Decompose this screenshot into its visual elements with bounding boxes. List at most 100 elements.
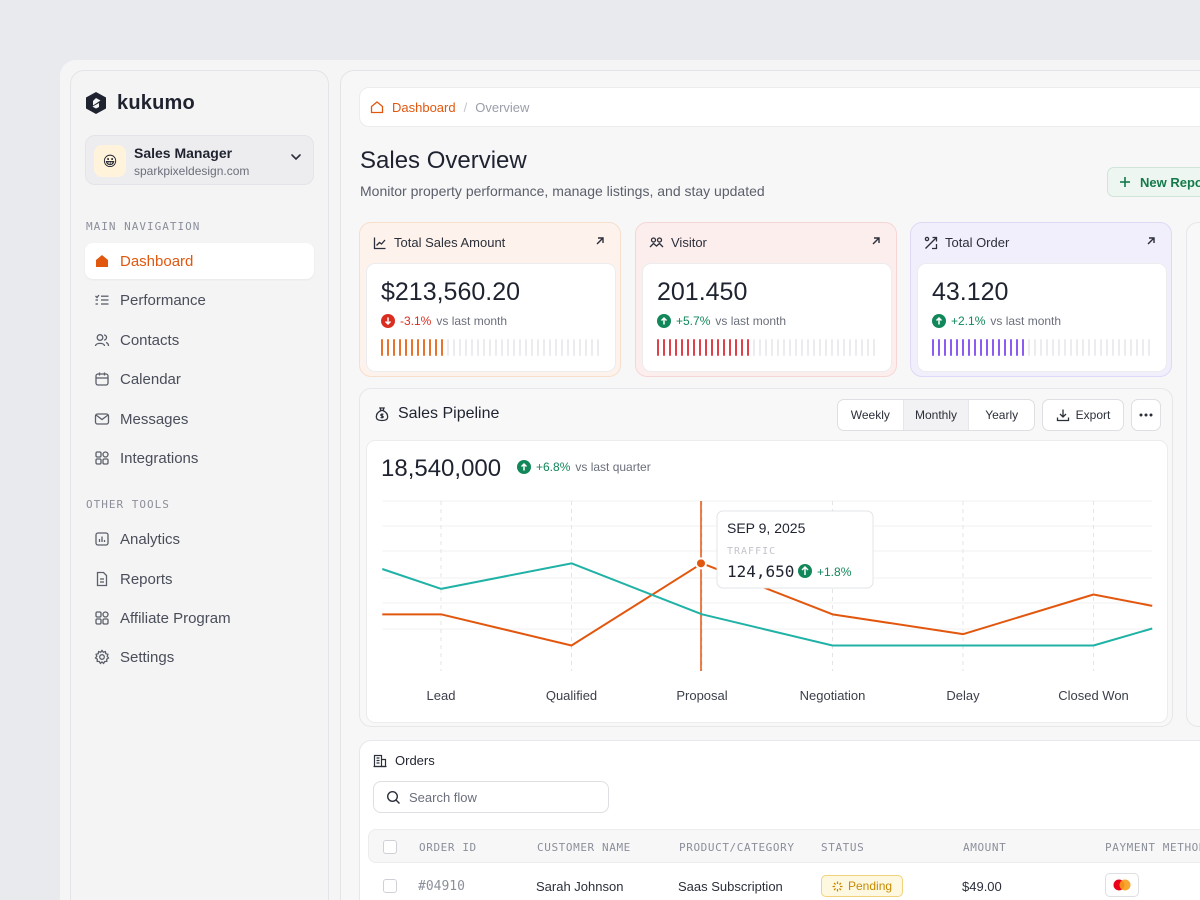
period-monthly-button[interactable]: Monthly [903, 400, 970, 430]
sidebar-item-label: Settings [120, 648, 175, 666]
progress-tick [591, 339, 593, 356]
progress-tick [1124, 339, 1126, 356]
pipeline-line-chart[interactable]: Lead Qualified Proposal Negotiation Delay Clo… [367, 441, 1169, 724]
main-navigation-label: MAIN NAVIGATION [86, 220, 201, 233]
column-header[interactable]: PRODUCT/CATEGORY [679, 841, 795, 854]
progress-tick [1016, 339, 1018, 356]
progress-tick [447, 339, 449, 356]
progress-tick [525, 339, 527, 356]
arrow-glyph [801, 565, 809, 575]
progress-tick [507, 339, 509, 356]
progress-tick [1028, 339, 1030, 356]
sidebar-item-label: Dashboard [120, 252, 194, 270]
progress-tick [938, 339, 940, 356]
new-report-button[interactable]: New Report [1107, 167, 1200, 197]
period-yearly-button[interactable]: Yearly [985, 408, 1019, 422]
sidebar-item-messages[interactable]: Messages [85, 401, 314, 437]
plus-icon [1120, 177, 1130, 187]
sidebar-item-dashboard[interactable]: Dashboard [85, 243, 314, 279]
sidebar-item-performance[interactable]: Performance [85, 282, 314, 318]
pipeline-header: Sales Pipeline [374, 405, 499, 423]
search-input[interactable]: Search flow [373, 781, 609, 813]
x-tick-label: Proposal [676, 688, 727, 703]
tooltip-value: 124,650 [727, 562, 794, 581]
row-checkbox[interactable] [383, 879, 397, 893]
progress-tick [663, 339, 665, 356]
page-title: Sales Overview [360, 147, 527, 174]
home-icon [370, 101, 384, 114]
arrow-up-right-icon[interactable] [593, 234, 607, 248]
sidebar-item-label: Messages [120, 410, 189, 428]
stat-compare: vs last month [436, 314, 508, 328]
pipeline-title: Sales Pipeline [398, 405, 500, 422]
stat-value: 201.450 [657, 278, 748, 306]
users-icon [94, 332, 110, 348]
page-subtitle: Monitor property performance, manage lis… [360, 183, 765, 199]
arrow-up-right-icon[interactable] [869, 234, 883, 248]
sidebar-item-reports[interactable]: Reports [85, 561, 314, 597]
stat-compare: vs last month [715, 314, 787, 328]
progress-tick [483, 339, 485, 356]
main-content: Dashboard / Overview Sales Overview Moni… [340, 70, 1200, 900]
orders-header: Orders [373, 753, 435, 768]
chevron-down-icon [291, 154, 301, 161]
chart-tooltip: SEP 9, 2025 TRAFFIC 124,650 +1.8% [716, 510, 874, 589]
progress-tick [1112, 339, 1114, 356]
pipeline-total: 18,540,000 [381, 455, 502, 482]
tooltip-box [716, 510, 874, 589]
column-header[interactable]: STATUS [821, 841, 865, 854]
account-email: sparkpixeldesign.com [134, 164, 250, 178]
highlight-point[interactable] [695, 557, 707, 570]
progress-tick [519, 339, 521, 356]
breadcrumb-dashboard[interactable]: Dashboard [392, 99, 456, 115]
sidebar-item-contacts[interactable]: Contacts [85, 322, 314, 358]
stat-card-total-order[interactable]: Total Order 43.120 +2.1% vs last month [910, 222, 1172, 377]
stat-value: $213,560.20 [381, 278, 521, 306]
progress-tick [531, 339, 533, 356]
progress-tick [998, 339, 1000, 356]
sidebar-item-label: Affiliate Program [120, 609, 231, 627]
building-icon [373, 754, 387, 767]
progress-tick [992, 339, 994, 356]
stat-delta: +5.7% vs last month [657, 314, 786, 328]
select-all-checkbox[interactable] [383, 840, 397, 854]
pipeline-compare: vs last quarter [575, 460, 651, 474]
column-header[interactable]: CUSTOMER NAME [537, 841, 631, 854]
arrow-up-right-icon[interactable] [1144, 234, 1158, 248]
app-name: kukumo [117, 91, 195, 114]
order-id: #04910 [418, 879, 465, 894]
progress-tick [1052, 339, 1054, 356]
progress-tick [849, 339, 851, 356]
column-header[interactable]: ORDER ID [419, 841, 477, 854]
column-header[interactable]: AMOUNT [963, 841, 1007, 854]
sidebar-item-integrations[interactable]: Integrations [85, 440, 314, 476]
stat-card-total-sales[interactable]: Total Sales Amount $213,560.20 -3.1% vs … [359, 222, 621, 377]
sidebar-item-calendar[interactable]: Calendar [85, 361, 314, 397]
grid-icon [94, 610, 110, 626]
progress-tick [765, 339, 767, 356]
money-bag-icon [375, 407, 389, 422]
column-header[interactable]: PAYMENT METHOD [1105, 841, 1200, 854]
more-options-button[interactable] [1131, 399, 1161, 431]
progress-tick [944, 339, 946, 356]
avatar: 😀 [94, 145, 126, 177]
logo[interactable]: kukumo [85, 91, 195, 115]
period-weekly-button[interactable]: Weekly [838, 400, 904, 430]
sidebar-item-analytics[interactable]: Analytics [85, 521, 314, 557]
gear-icon [94, 649, 110, 665]
progress-tick [759, 339, 761, 356]
progress-tick [387, 339, 389, 356]
sidebar-item-affiliate-program[interactable]: Affiliate Program [85, 600, 314, 636]
export-button[interactable]: Export [1042, 399, 1124, 431]
account-switcher[interactable]: 😀 Sales Manager sparkpixeldesign.com [85, 135, 314, 185]
sidebar-item-settings[interactable]: Settings [85, 639, 314, 675]
x-tick-label: Delay [946, 688, 980, 703]
stat-compare: vs last month [990, 314, 1062, 328]
progress-tick [837, 339, 839, 356]
x-tick-label: Lead [427, 688, 456, 703]
stat-card-visitor[interactable]: Visitor 201.450 +5.7% vs last month [635, 222, 897, 377]
progress-tick [1064, 339, 1066, 356]
pipeline-chart-box: 18,540,000 +6.8% vs last quarter Lead Qua… [366, 440, 1168, 723]
progress-tick [747, 339, 749, 356]
progress-tick [537, 339, 539, 356]
